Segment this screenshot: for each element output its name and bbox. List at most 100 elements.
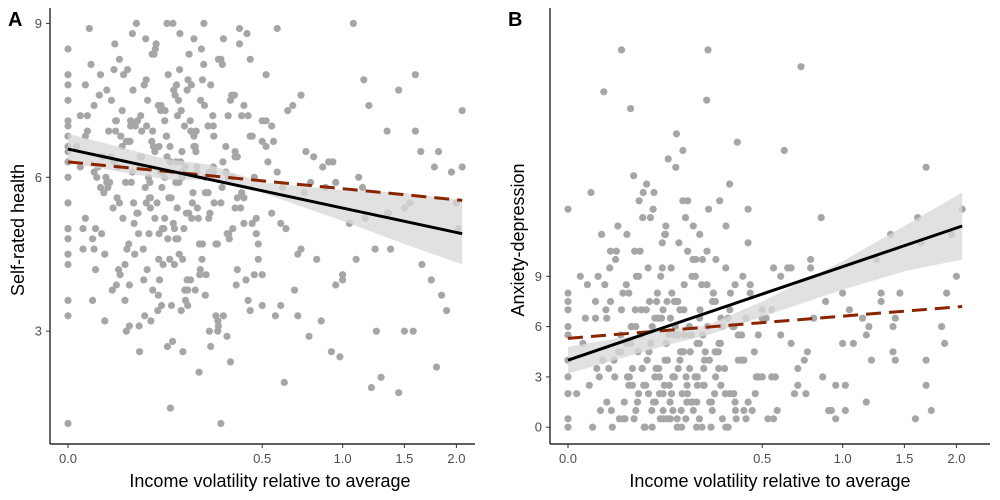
data-point [623,373,632,381]
data-point [651,373,659,381]
data-point [210,199,218,207]
panel-b-fit-line [567,224,963,362]
data-point [676,356,684,364]
data-point [794,381,802,389]
data-point [677,406,685,415]
data-point [631,247,639,255]
data-point [258,271,266,279]
data-point [147,317,155,325]
data-point [258,301,266,310]
data-point [922,163,930,171]
data-point [377,373,385,381]
data-point [358,183,367,192]
data-point [867,356,876,364]
data-point [325,158,333,166]
data-point [678,390,686,398]
data-point [784,264,792,272]
data-point [184,76,192,84]
panel-b-label: B [508,9,522,31]
data-point [161,117,169,125]
data-point [271,312,279,320]
data-point [125,281,133,289]
data-point [661,356,669,364]
panel-a-points [64,19,466,428]
data-point [122,178,130,186]
panel-b: B Anxiety-depression Income volatility r… [508,8,990,491]
data-point [612,255,620,264]
data-point [662,222,670,230]
data-point [648,406,656,415]
data-point [615,415,624,423]
data-point [639,214,647,222]
data-point [81,214,89,222]
panel-b-dashed-line [567,304,963,340]
data-point [107,96,115,104]
data-point [447,168,456,176]
data-point [166,142,174,151]
data-point [134,209,142,217]
data-point [724,423,732,431]
data-point [182,209,190,217]
data-point [641,423,649,431]
data-point [739,272,747,280]
data-point [233,153,241,161]
data-point [692,423,701,431]
data-point [655,364,663,373]
data-point [209,122,217,130]
data-point [896,289,904,297]
data-point [660,381,668,389]
data-point [684,247,692,255]
data-point [87,60,95,68]
data-point [877,297,885,306]
data-point [666,398,674,406]
data-point [564,297,572,306]
data-point [722,222,730,230]
data-point [417,148,425,156]
data-point [153,199,161,207]
data-point [564,390,572,398]
y-tick-label: 3 [35,324,42,339]
data-point [176,66,184,74]
data-point [149,286,157,294]
data-point [258,137,266,145]
data-point [648,423,656,431]
panel-a-x-axis-title: Income volatility relative to average [129,471,410,491]
data-point [787,339,795,347]
data-point [101,250,109,258]
data-point [289,101,297,110]
data-point [64,225,72,233]
data-point [290,286,299,294]
data-point [163,342,171,351]
data-point [659,306,667,314]
data-point [200,19,208,27]
data-point [689,222,697,230]
data-point [758,373,766,381]
data-point [764,415,772,423]
data-point [712,373,720,381]
data-point [89,296,97,304]
data-point [790,390,799,398]
data-point [136,348,144,356]
data-point [142,35,150,43]
data-point [85,24,93,33]
data-point [614,222,622,230]
data-point [862,398,870,406]
data-point [167,194,175,202]
data-point [172,81,181,89]
data-point [621,415,629,423]
data-point [198,240,207,248]
panel-a: A Self-rated health Income volatility re… [8,8,475,491]
data-point [142,199,150,207]
data-point [689,406,697,415]
data-point [223,332,231,340]
data-point [581,314,590,322]
data-point [101,317,109,325]
data-point [327,348,335,356]
data-point [205,327,213,335]
data-point [630,415,638,423]
data-point [661,230,669,238]
data-point [839,289,847,297]
data-point [254,255,262,263]
data-point [646,214,655,222]
data-point [201,291,209,299]
